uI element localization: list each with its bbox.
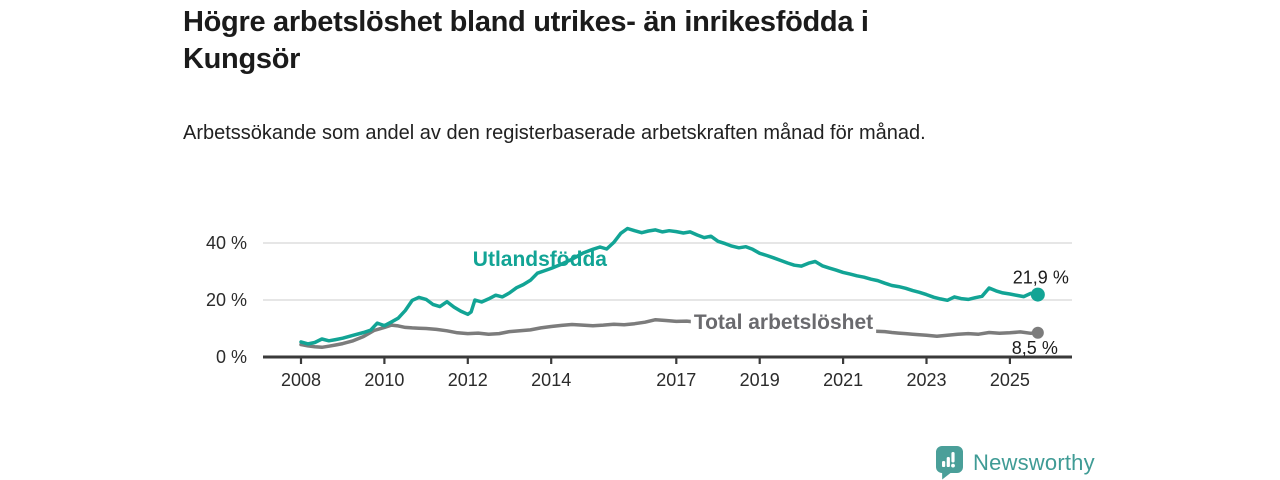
x-tick-label: 2017 [656, 370, 696, 390]
y-tick-label: 40 % [206, 233, 247, 253]
brand-name: Newsworthy [973, 450, 1095, 475]
end-dot-utlandsf-dda [1030, 287, 1045, 302]
series-label-mask [690, 310, 877, 336]
x-tick-label: 2025 [990, 370, 1030, 390]
series-line-utlandsf-dda [299, 226, 1040, 346]
x-tick-label: 2010 [364, 370, 404, 390]
x-tick-label: 2021 [823, 370, 863, 390]
chart-subtitle: Arbetssökande som andel av den registerb… [183, 122, 926, 144]
x-tick-label: 2008 [281, 370, 321, 390]
logo-exclamation-dot [951, 463, 955, 468]
line-chart: 0 % 20 % 40 % 2008 2010 2012 2014 2017 2019 2021 2… [0, 210, 1280, 410]
x-tick-label: 2019 [740, 370, 780, 390]
end-dot-total-arbetsl-shet [1031, 326, 1044, 339]
line-chart-svg: 0 % 20 % 40 % 2008 2010 2012 2014 2017 2019 2021 2… [206, 226, 1072, 390]
y-tick-label: 20 % [206, 290, 247, 310]
logo-exclamation-bar [951, 452, 955, 463]
series-label-utlandsf-dda: Utlandsfödda [473, 248, 607, 271]
logo-bar-1 [942, 461, 946, 467]
page-title: Högre arbetslöshet bland utrikes- än inr… [183, 6, 869, 75]
end-value-label-total-arbetsl-shet: 8,5 % [1012, 338, 1058, 358]
series-line-total-arbetsl-shet [299, 317, 1040, 350]
end-value-label-utlandsf-dda: 21,9 % [1013, 268, 1069, 288]
y-tick-label: 0 % [216, 347, 247, 367]
brand-footer: Newsworthy [936, 446, 1095, 480]
x-tick-label: 2023 [906, 370, 946, 390]
series-label-total-arbetsl-shet: Total arbetslöshet [694, 311, 873, 334]
newsworthy-logo-icon [936, 446, 963, 480]
x-tick-label: 2014 [531, 370, 571, 390]
logo-bar-2 [946, 457, 950, 467]
x-tick-label: 2012 [448, 370, 488, 390]
